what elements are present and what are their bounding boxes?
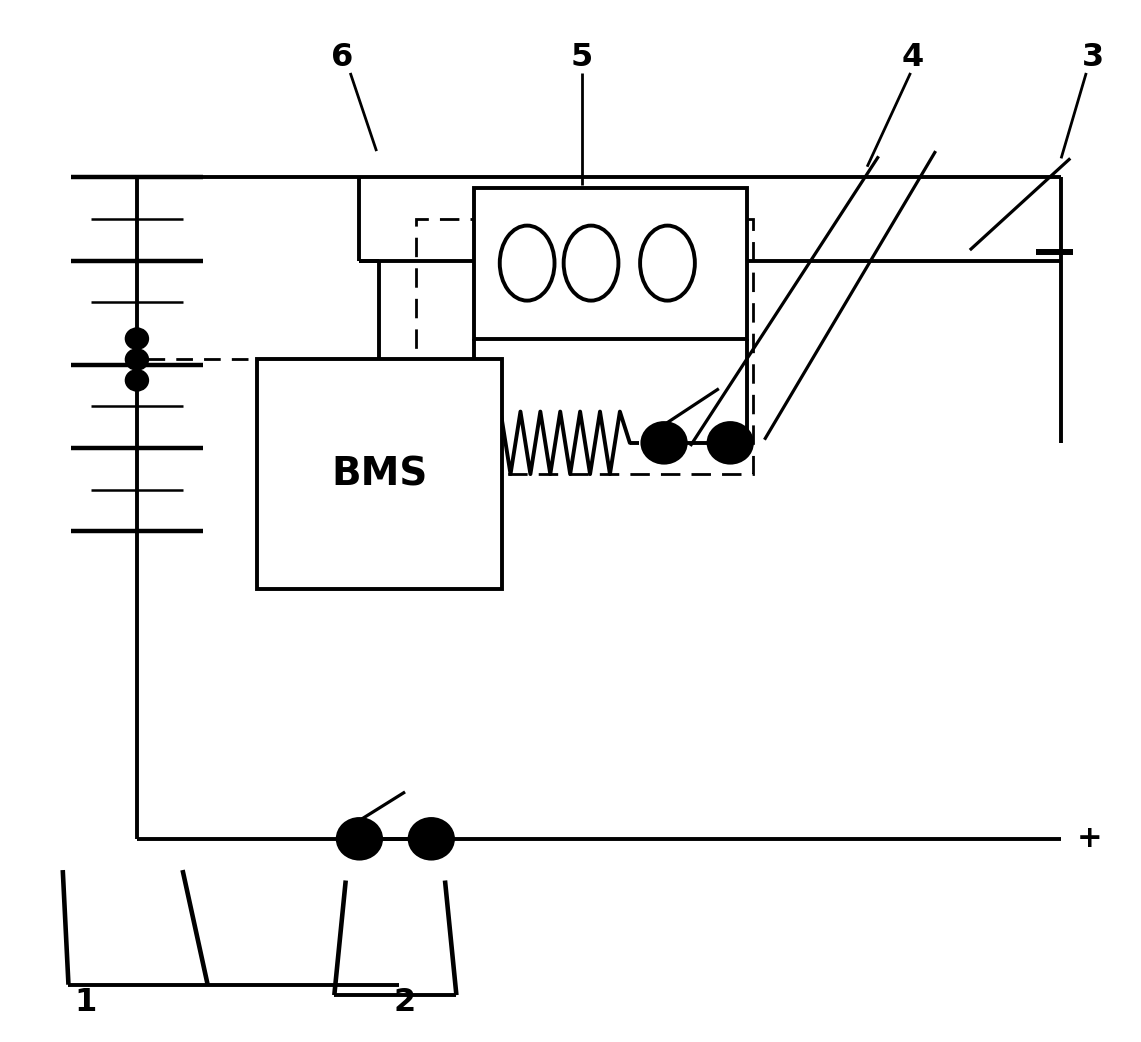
Circle shape xyxy=(338,819,381,859)
Text: 3: 3 xyxy=(1082,42,1104,73)
Text: 2: 2 xyxy=(394,987,416,1018)
Text: 1: 1 xyxy=(74,987,97,1018)
Bar xyxy=(416,219,753,474)
Bar xyxy=(474,188,747,339)
Bar xyxy=(257,359,502,589)
Circle shape xyxy=(642,423,686,463)
Circle shape xyxy=(127,329,147,348)
Circle shape xyxy=(709,423,752,463)
Text: BMS: BMS xyxy=(331,455,428,493)
Circle shape xyxy=(127,371,147,390)
Text: 5: 5 xyxy=(570,42,593,73)
Text: 6: 6 xyxy=(331,42,354,73)
Text: +: + xyxy=(1077,824,1102,853)
Circle shape xyxy=(127,350,147,369)
Circle shape xyxy=(410,819,453,859)
Text: 4: 4 xyxy=(901,42,924,73)
